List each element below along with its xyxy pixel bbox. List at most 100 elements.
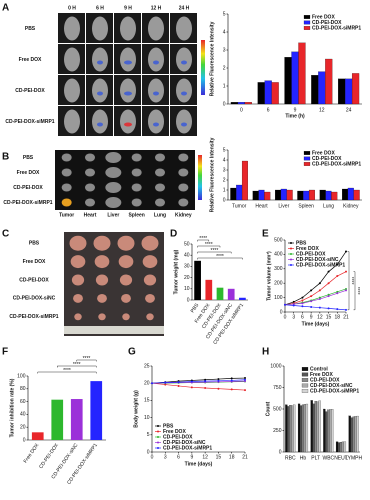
- bar: [325, 411, 328, 453]
- significance-bracket: [347, 251, 350, 311]
- tumor: [143, 274, 157, 286]
- bar: [291, 405, 294, 453]
- y-tick-label: 25: [144, 363, 150, 369]
- significance-bracket: [76, 359, 97, 362]
- y-tick-label: 0: [280, 309, 283, 315]
- bar: [239, 297, 246, 300]
- bar: [351, 73, 360, 105]
- organ: [61, 153, 72, 162]
- mouse: [64, 47, 80, 72]
- mouse: [92, 47, 108, 72]
- legend-swatch: [301, 383, 309, 388]
- point: [318, 296, 321, 299]
- organ: [85, 168, 95, 177]
- tumor: [118, 255, 134, 269]
- panel-label: C: [2, 229, 9, 240]
- tumor: [71, 274, 85, 286]
- bar: [257, 82, 265, 105]
- mouse: [120, 16, 136, 41]
- bar: [329, 409, 332, 453]
- legend-label: CD-PEI-DOX: [312, 156, 342, 162]
- mouse: [176, 47, 192, 72]
- x-tick-label: Kidney: [343, 203, 359, 209]
- row-label: CD-PEI-DOX-siMRP1: [5, 119, 54, 125]
- organ: [105, 152, 122, 163]
- legend-swatch: [157, 447, 159, 449]
- row-label: CD-PEI-DOX: [13, 185, 43, 191]
- signal: [97, 122, 103, 127]
- y-tick-label: 750: [273, 385, 282, 391]
- tumor: [142, 255, 158, 269]
- bar: [316, 401, 319, 453]
- legend-label: CD-PEI-DOX: [296, 251, 326, 257]
- signal: [181, 60, 187, 65]
- organ: [85, 153, 95, 162]
- bar: [31, 432, 44, 440]
- organ: [131, 198, 142, 207]
- organ: [61, 198, 72, 207]
- point: [164, 383, 167, 386]
- signal: [181, 122, 187, 127]
- legend-swatch: [157, 436, 159, 438]
- signal: [124, 91, 132, 96]
- bar: [216, 287, 224, 300]
- point: [327, 307, 330, 310]
- bar: [299, 405, 303, 453]
- organ: [105, 182, 122, 193]
- legend-swatch: [290, 264, 292, 266]
- tumor: [70, 255, 86, 269]
- y-tick-label: 20: [144, 381, 150, 387]
- bar: [308, 189, 315, 201]
- y-tick-label: 4: [223, 29, 226, 35]
- mouse: [64, 16, 80, 41]
- bar: [264, 191, 271, 201]
- bar: [291, 51, 299, 105]
- point: [310, 295, 313, 298]
- y-tick-label: 1000: [270, 363, 281, 369]
- tumor: [145, 293, 155, 303]
- y-tick-label: 500: [273, 406, 282, 412]
- signal: [153, 91, 159, 96]
- y-tick-label: 30: [184, 264, 190, 270]
- column-label: 9 H: [124, 5, 132, 11]
- y-tick-label: 20: [184, 275, 190, 281]
- organ: [178, 153, 189, 162]
- row-label: Free DOX: [17, 170, 40, 176]
- y-tick-label: 10: [144, 415, 150, 421]
- y-tick-label: 200: [274, 281, 283, 287]
- legend-swatch: [157, 425, 159, 427]
- bar: [337, 442, 341, 453]
- significance-bracket: [197, 251, 232, 254]
- point: [336, 275, 339, 277]
- point: [230, 377, 233, 380]
- x-tick-label: NEUT: [334, 455, 348, 461]
- y-tick-label: 400: [274, 252, 283, 258]
- bar: [194, 260, 201, 300]
- significance-bracket: [57, 365, 97, 368]
- organ: [131, 168, 142, 177]
- mouse: [148, 47, 164, 72]
- y-tick-label: 4: [223, 157, 226, 163]
- legend-swatch: [303, 20, 311, 25]
- bar: [271, 82, 279, 105]
- significance-label: ****: [348, 277, 354, 285]
- y-axis-label: Body weight (g): [133, 390, 139, 428]
- x-tick-label: PLT: [311, 455, 320, 461]
- tumor: [141, 235, 159, 251]
- bar: [352, 416, 355, 453]
- tumor: [69, 235, 87, 251]
- y-tick-label: 2: [223, 177, 226, 183]
- line: [151, 379, 246, 384]
- point: [164, 381, 167, 384]
- y-tick-label: 0: [223, 197, 226, 203]
- point: [327, 270, 330, 273]
- x-tick-label: 9: [190, 454, 193, 460]
- bar: [335, 441, 339, 453]
- legend-label: CD-PEI-DOX-siMRP1: [296, 262, 345, 268]
- x-axis-label: Time (days): [302, 321, 330, 327]
- y-tick-label: 2: [223, 65, 226, 71]
- bar: [285, 404, 288, 453]
- organ: [155, 153, 165, 162]
